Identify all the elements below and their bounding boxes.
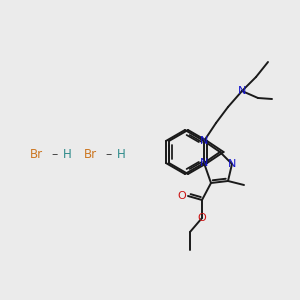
Text: –: – [52,148,58,161]
Text: O: O [198,213,206,223]
Text: –: – [106,148,112,161]
Text: Br: Br [29,148,43,161]
Text: N: N [228,159,236,169]
Text: H: H [117,148,125,161]
Text: N: N [238,86,246,96]
Text: H: H [63,148,71,161]
Text: O: O [177,191,186,201]
Text: Br: Br [83,148,97,161]
Text: N: N [200,136,208,146]
Text: N: N [200,158,208,168]
